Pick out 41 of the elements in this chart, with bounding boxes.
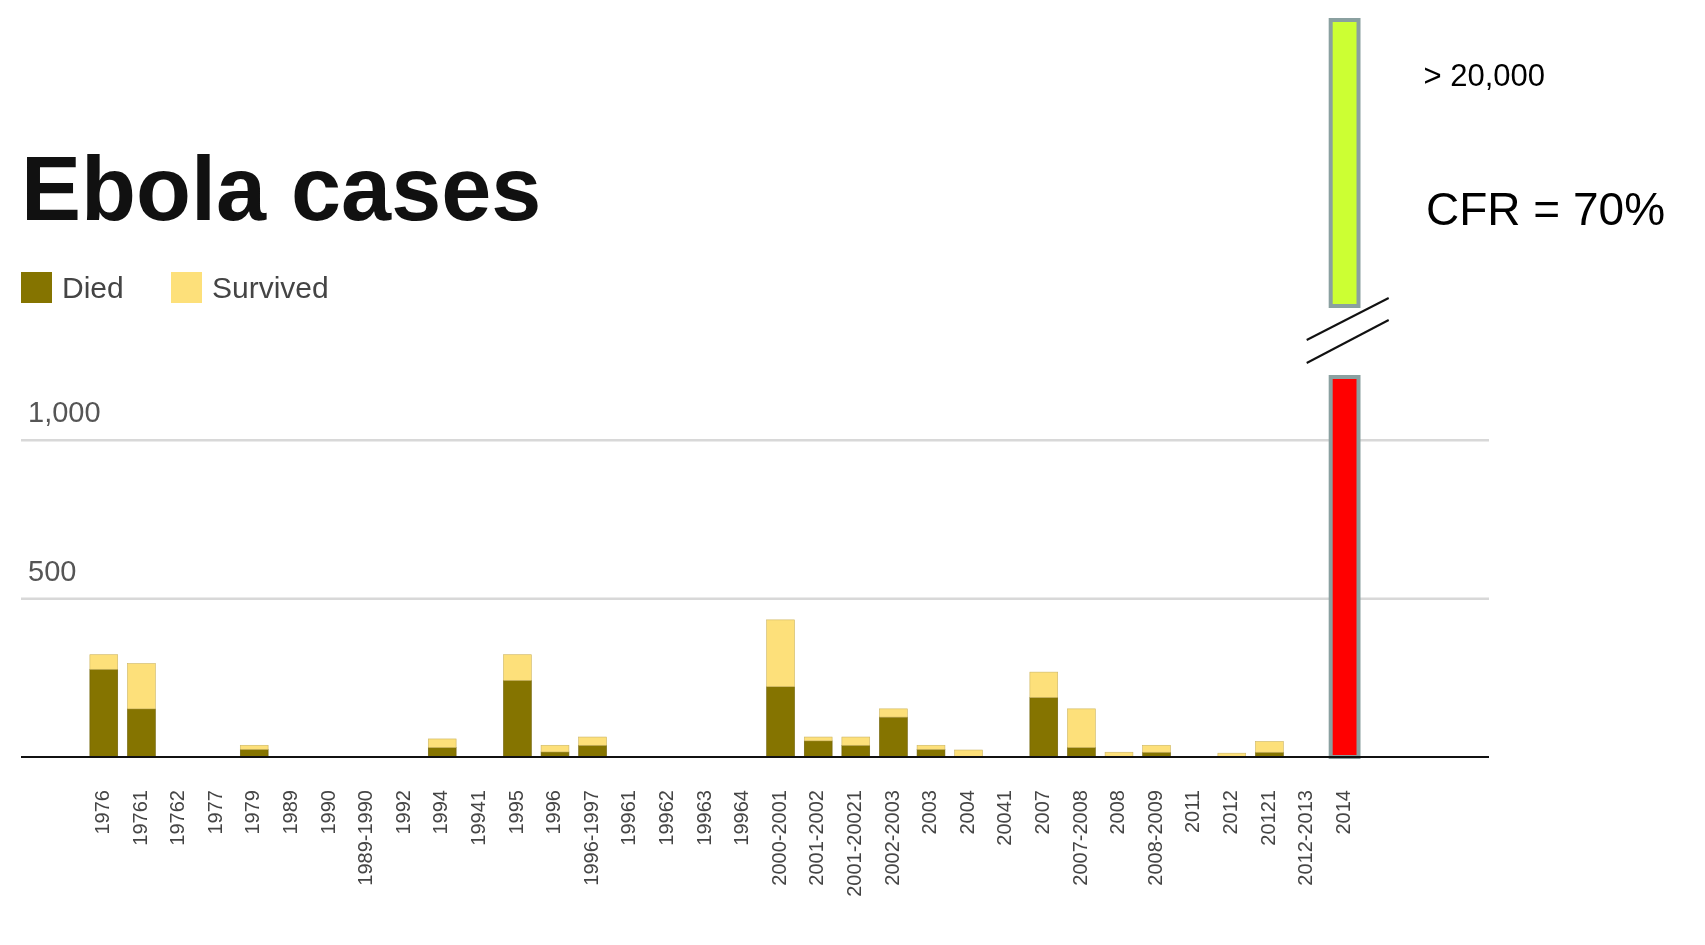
text: > 20,000 [1423,58,1546,93]
legend-label: Survived [212,271,329,304]
x-tick-label: 1992 [391,790,414,835]
x-tick-label: 2004 [955,790,978,835]
legend-label: Died [62,271,124,304]
x-tick-label: 2014 [1331,790,1354,835]
x-tick-label: 2001-2002 [805,790,828,886]
x-tick-label: 19963 [692,790,715,846]
y-tick-label: 1,000 [28,396,101,429]
x-tick-label: 1996-1997 [579,790,602,886]
x-tick-label: 2008-2009 [1143,790,1166,886]
x-tick-label: 19761 [128,790,151,846]
x-tick-label: 2000-2001 [767,790,790,886]
x-tick-label: 19961 [617,790,640,846]
x-tick-label: 1996 [542,790,565,835]
x-tick-label: 19762 [166,790,189,846]
x-tick-label: 2011 [1181,790,1204,834]
x-tick-label: 2008 [1106,790,1129,835]
chart-title: Ebola cases [21,139,542,239]
x-tick-label: 1994 [429,790,452,835]
x-tick-label: 2012 [1219,790,1242,835]
x-tick-label: 1995 [504,790,527,835]
x-tick-label: 1989-1990 [354,790,377,886]
x-tick-label: 2007-2008 [1068,790,1091,886]
x-tick-label: 19964 [730,790,753,846]
y-tick-label: 500 [28,554,77,587]
x-tick-label: 2007 [1031,790,1054,835]
x-tick-label: 1976 [91,790,114,835]
x-tick-label: 20041 [993,790,1016,846]
x-tick-label: 19962 [655,790,678,846]
x-tick-label: 2012-2013 [1294,790,1317,886]
x-tick-label: 2002-2003 [880,790,903,886]
x-tick-label: 2003 [918,790,941,835]
x-tick-label: 1990 [316,790,339,835]
text: CFR = 70% [1426,183,1666,235]
x-tick-label: 1989 [279,790,302,835]
x-tick-label: 19941 [467,790,490,846]
x-tick-label: 1979 [241,790,264,835]
x-tick-label: 2001-20021 [843,790,866,897]
x-tick-label: 20121 [1256,790,1279,846]
x-tick-label: 1977 [203,790,226,835]
